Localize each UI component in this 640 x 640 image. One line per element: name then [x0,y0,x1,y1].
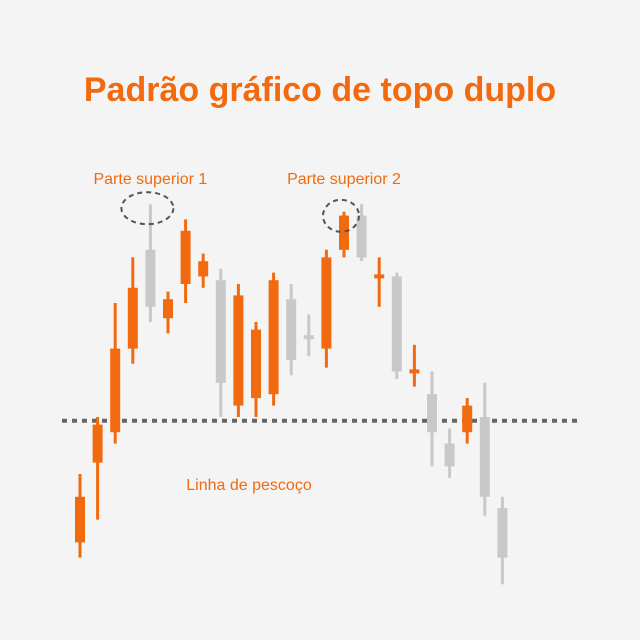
candle-body [127,287,138,349]
candle-body [339,215,349,250]
candle-body [251,329,261,398]
annotations-layer: Parte superior 1 Parte superior 2 [93,171,401,233]
candle-body [198,261,209,277]
candle-body [145,249,156,307]
peak-label: Parte superior 2 [287,171,401,188]
candle [180,219,191,303]
candle [462,398,473,444]
candle-body [268,280,279,395]
candle-body [92,424,103,463]
candle-body [215,280,226,383]
candle-body [180,230,191,284]
candle [374,257,385,307]
candle-body [163,299,173,319]
candle-body [286,299,297,360]
candle [251,322,261,417]
candle-body [321,257,332,349]
candle-body [462,405,473,433]
candle [233,284,244,417]
neckline-label: Linha de pescoço [186,477,312,494]
peak-label: Parte superior 1 [93,171,207,188]
candle-body [75,496,85,543]
candle-body [374,274,385,279]
candle [391,272,402,379]
candle [409,344,420,387]
candle-body [479,417,490,497]
candle [110,303,121,444]
peak-highlight-ring [120,191,175,226]
candle-body [497,508,508,558]
peak-highlight-ring [322,198,360,233]
candle-body [427,394,437,433]
candle-body [233,295,244,406]
candle [127,257,138,364]
candle [339,211,349,258]
candle [75,474,85,558]
candle [356,204,367,262]
candle [286,284,297,376]
candle [92,417,103,520]
candle [303,314,314,357]
candle [198,253,209,288]
candle [163,291,173,334]
candle [321,249,332,368]
candle-body [110,348,121,433]
candle-body [409,369,420,374]
candles-layer [75,204,508,585]
candle [479,382,490,516]
candle [215,268,226,417]
candle-body [303,335,314,340]
candle-body [356,215,367,258]
candle [444,428,455,478]
candle-body [444,443,455,467]
candle-body [391,276,402,372]
candle [268,272,279,406]
candle [497,496,508,585]
candle [145,204,156,322]
candle [427,371,437,467]
chart-title: Padrão gráfico de topo duplo [84,71,556,109]
